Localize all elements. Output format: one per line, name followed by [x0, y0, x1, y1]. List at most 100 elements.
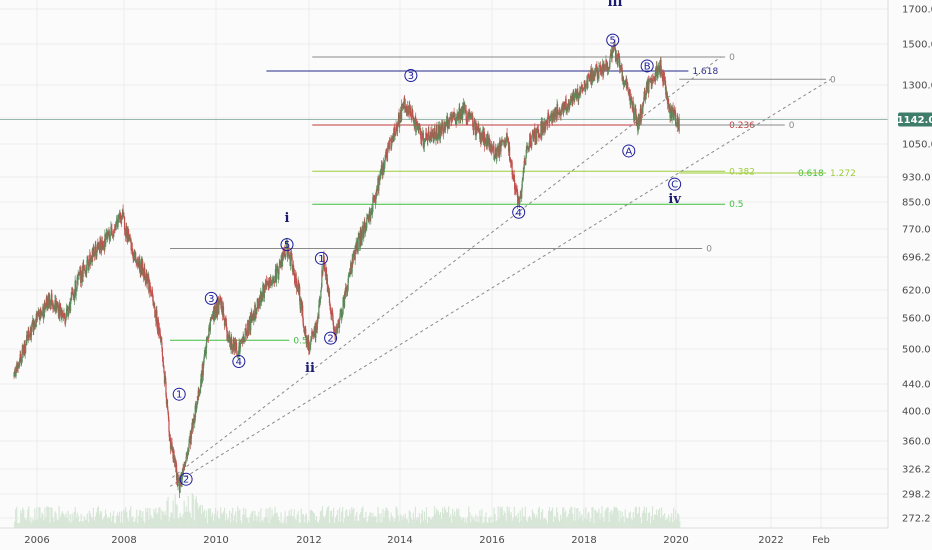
wave-label[interactable]: B	[640, 59, 654, 73]
volume-bar	[211, 512, 214, 528]
volume-bar	[438, 514, 441, 528]
volume-bar	[122, 522, 124, 528]
volume-bar	[565, 510, 567, 528]
volume-bar	[481, 509, 483, 528]
candle-body	[385, 149, 388, 158]
y-tick-label: 1500.0	[902, 40, 932, 51]
last-price-tag-text: 1142.0	[897, 115, 932, 126]
candle-body	[487, 135, 489, 146]
volume-bar	[176, 505, 178, 528]
candle-body	[591, 68, 593, 82]
volume-bar	[111, 515, 114, 528]
candle-body	[581, 84, 583, 90]
volume-bar	[411, 520, 413, 528]
candle-body	[246, 335, 248, 337]
candle-body	[413, 120, 415, 124]
volume-bar	[620, 517, 622, 528]
volume-bar	[88, 510, 90, 528]
volume-bar	[353, 508, 355, 528]
volume-bar	[109, 512, 112, 528]
candle-body	[199, 388, 201, 392]
volume-bar	[168, 520, 170, 528]
candle-body	[321, 270, 323, 288]
wave-label-circle	[172, 387, 186, 401]
roman-wave-label[interactable]: iii	[608, 0, 623, 10]
candle-body	[159, 327, 161, 335]
candle-body	[546, 117, 549, 127]
candle-body	[328, 290, 331, 304]
candle-body	[148, 282, 150, 293]
candle-body	[502, 140, 504, 142]
candle-body	[162, 361, 165, 367]
wave-label[interactable]: 5	[280, 238, 294, 252]
candle-body	[365, 229, 367, 232]
volume-bar	[363, 518, 365, 528]
candle-body	[332, 322, 335, 330]
x-tick-label: 2008	[111, 535, 136, 546]
wave-label[interactable]: 4	[232, 355, 246, 369]
wave-label[interactable]: C	[668, 177, 682, 191]
volume-bar	[212, 520, 215, 528]
fib-level-label: 0	[729, 53, 735, 63]
volume-bar	[280, 512, 282, 528]
candle-body	[111, 228, 113, 235]
candle-body	[243, 336, 245, 342]
volume-bar	[56, 519, 58, 528]
candle-body	[387, 143, 389, 149]
volume-bar	[455, 516, 457, 528]
trend-line[interactable]	[172, 56, 721, 478]
candle-body	[528, 142, 530, 150]
volume-bar	[200, 514, 202, 528]
fib-level-label: 0	[706, 244, 712, 254]
wave-label[interactable]: A	[622, 144, 636, 158]
volume-bar	[190, 517, 192, 528]
candle-body	[341, 313, 344, 317]
candle-body	[531, 135, 533, 146]
wave-label[interactable]: 3	[204, 291, 218, 305]
candle-body	[167, 409, 169, 413]
candle-body	[452, 115, 454, 118]
candle-body	[238, 350, 240, 355]
volume-bar	[108, 518, 111, 528]
candle-body	[423, 146, 425, 148]
volume-bar	[589, 521, 591, 528]
volume-bar	[192, 494, 194, 528]
candle-body	[309, 344, 311, 346]
wave-label[interactable]: 1	[314, 251, 328, 265]
volume-bar	[365, 511, 367, 528]
candle-body	[88, 261, 90, 266]
candle-body	[523, 160, 525, 169]
candle-body	[83, 264, 85, 270]
candle-body	[310, 339, 312, 345]
volume-bar	[575, 520, 577, 528]
volume-bar	[617, 510, 619, 528]
candle-body	[110, 226, 113, 229]
candle-body	[474, 120, 476, 122]
volume-bar	[110, 521, 113, 528]
candle-body	[173, 450, 175, 463]
roman-wave-label[interactable]: i	[285, 211, 290, 226]
candle-body	[350, 263, 352, 275]
wave-label[interactable]: 4	[512, 205, 526, 219]
wave-label[interactable]: 2	[179, 472, 193, 486]
candle-body	[451, 115, 453, 117]
volume-bar	[424, 519, 427, 528]
volume-bar	[573, 520, 575, 528]
wave-label[interactable]: 2	[324, 331, 338, 345]
volume-bar	[129, 510, 131, 528]
candle-body	[361, 225, 363, 240]
candle-body	[462, 107, 464, 119]
volume-bar	[52, 517, 54, 528]
volume-bar	[490, 522, 492, 528]
wave-label[interactable]: 5	[606, 33, 620, 47]
wave-label[interactable]: 3	[404, 69, 418, 83]
volume-bar	[372, 512, 374, 528]
wave-label[interactable]: 1	[172, 387, 186, 401]
roman-wave-label[interactable]: ii	[305, 361, 315, 376]
candle-body	[319, 298, 321, 303]
candle-body	[617, 53, 619, 66]
volume-bar	[174, 494, 176, 528]
candle-body	[129, 234, 131, 236]
roman-wave-label[interactable]: iv	[668, 192, 681, 207]
